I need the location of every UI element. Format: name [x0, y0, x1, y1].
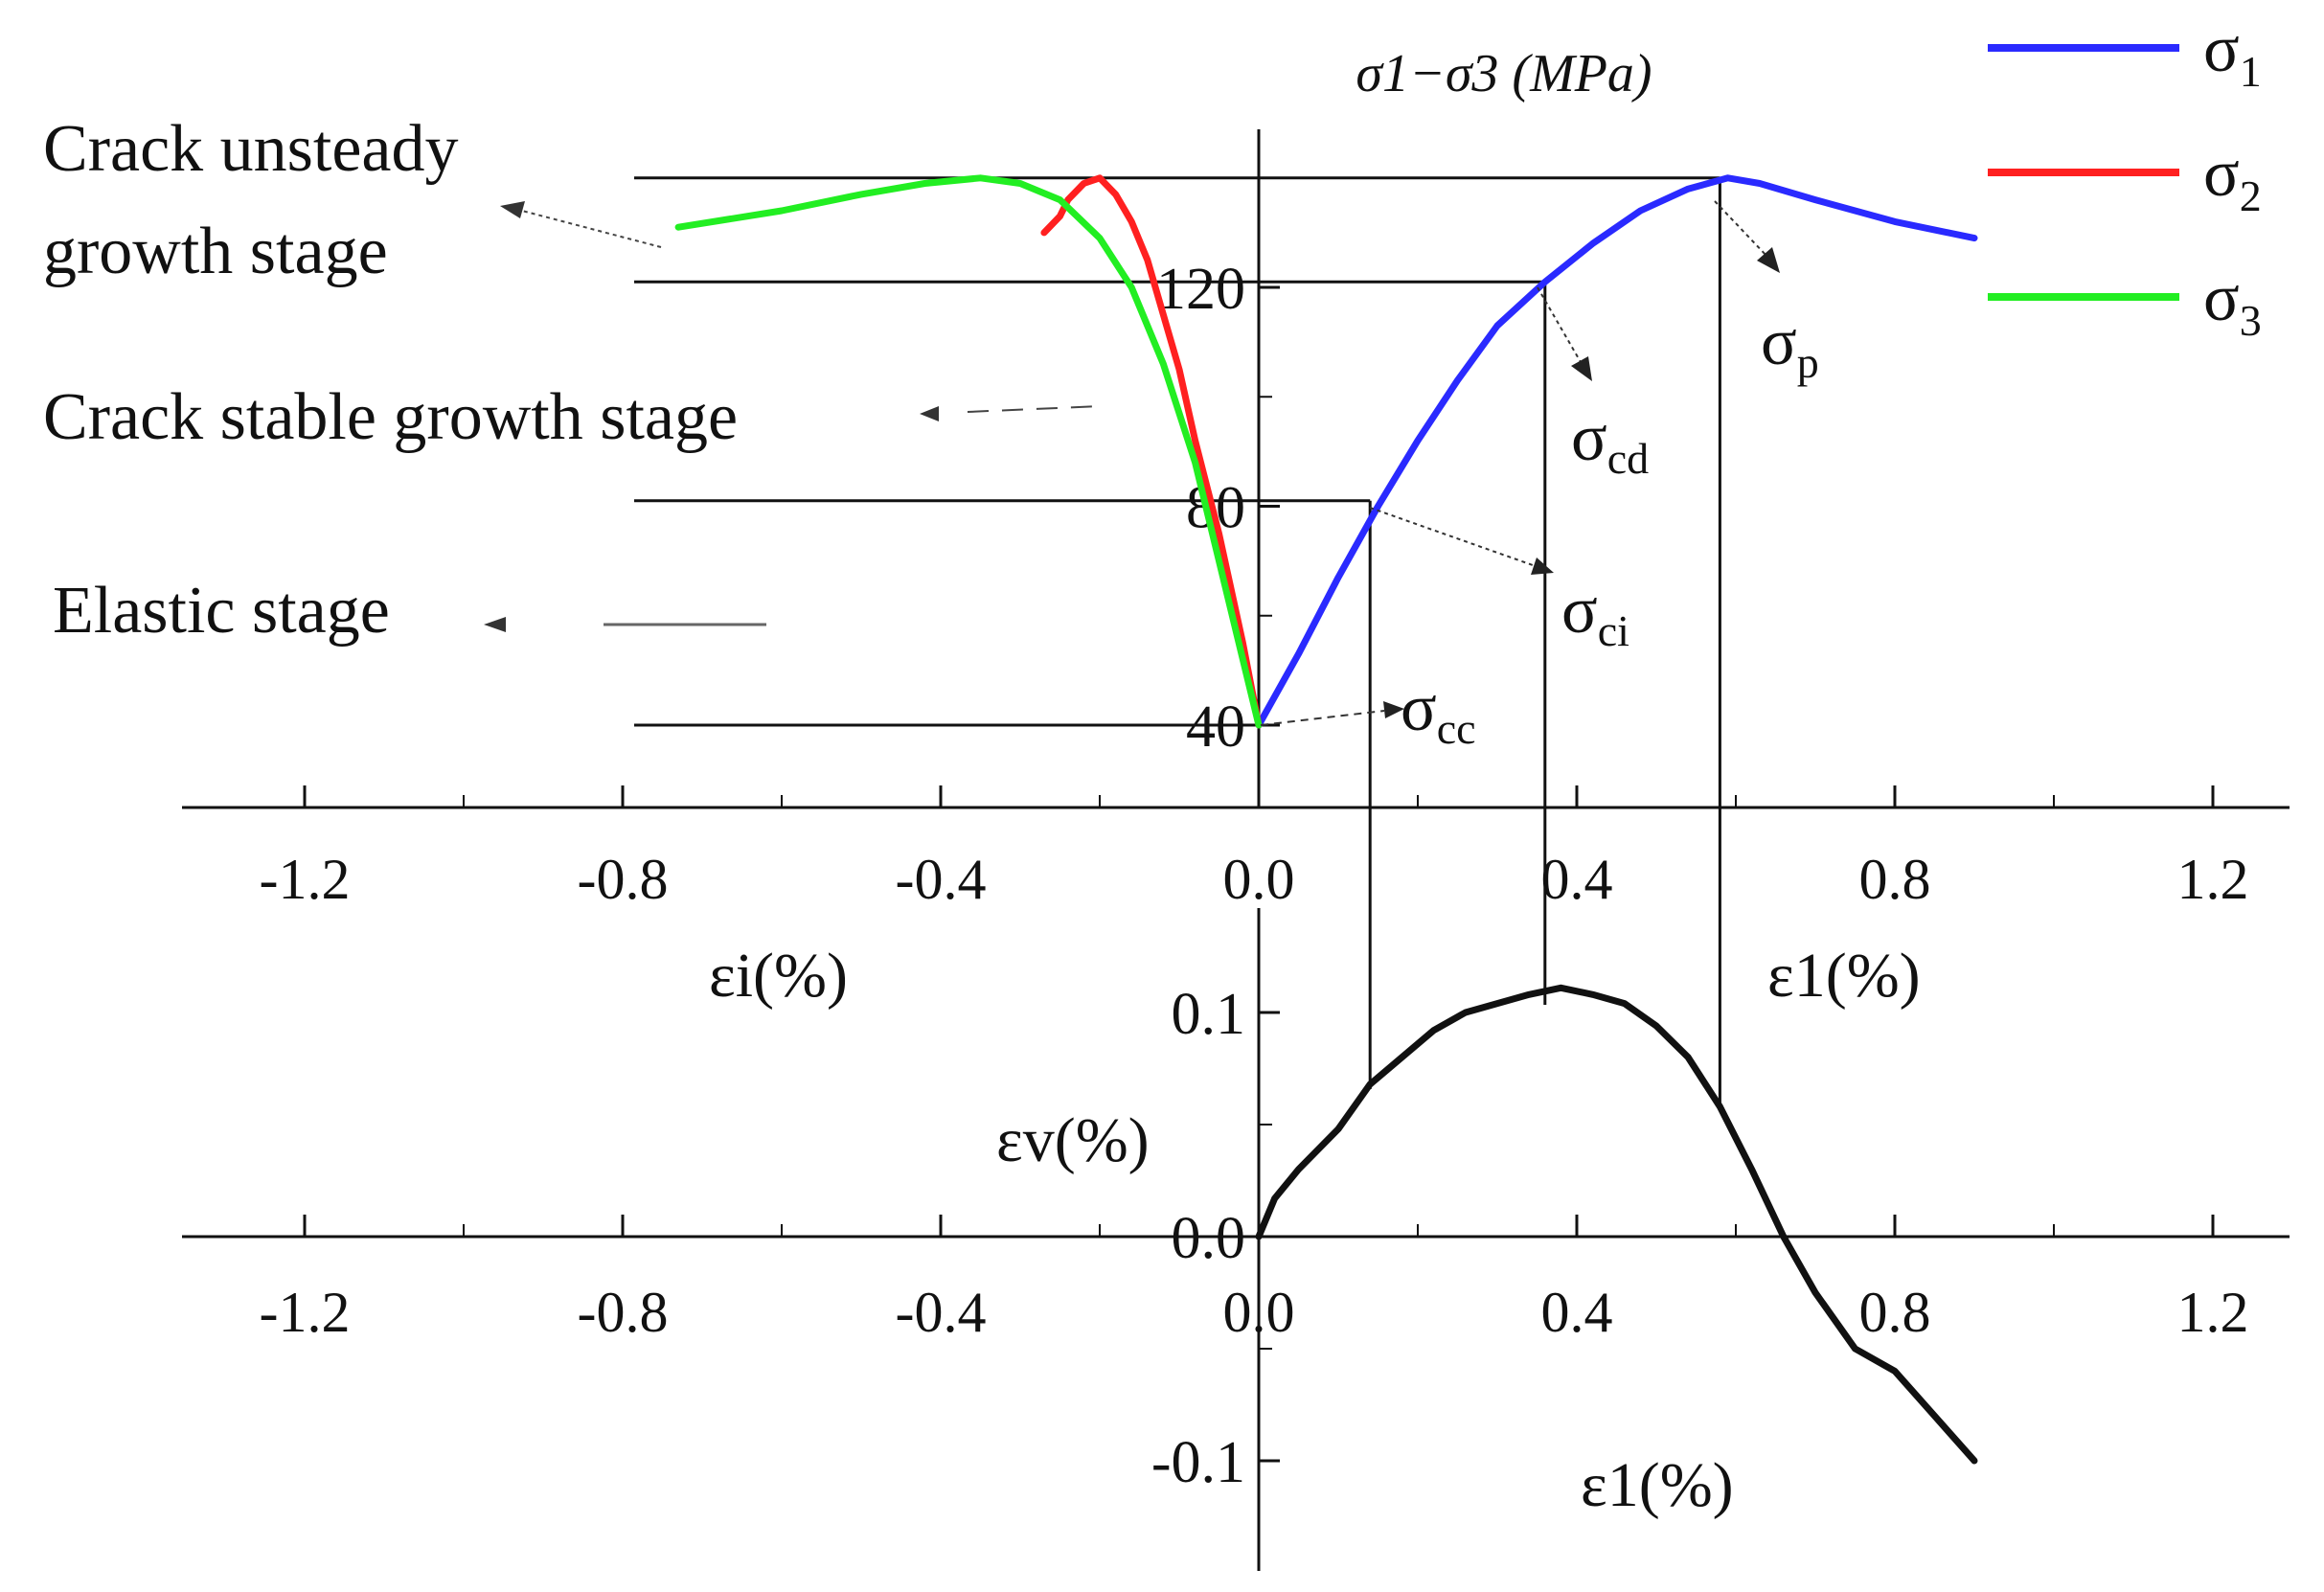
bottom-y-axis-label: εv(%) — [996, 1105, 1150, 1175]
bottom-x-tick-label-neg1p2: -1.2 — [260, 1281, 351, 1344]
bottom-x-axis-label: ε1(%) — [1581, 1450, 1734, 1520]
series-line-σ1 — [1255, 174, 1978, 729]
bottom-y-tick-label-0p1: 0.1 — [1172, 982, 1246, 1047]
unsteady-pointer-line — [521, 210, 662, 248]
top-x-tick-label-1p2: 1.2 — [2177, 848, 2249, 911]
sigma-p-arrow — [1757, 247, 1780, 273]
legend-label-sub: 2 — [2240, 171, 2262, 220]
threshold-label-sigma-ci: σci — [1561, 574, 1629, 655]
sigma-cc-pointer — [1260, 710, 1385, 726]
bottom-y-ticks — [1259, 1011, 1280, 1463]
threshold-label-sigma-cd-sub: cd — [1607, 434, 1649, 483]
top-y-ticks — [1259, 176, 1280, 727]
threshold-label-sigma-ci-sub: ci — [1598, 606, 1629, 655]
top-x-tick-label-0: 0.0 — [1223, 848, 1295, 911]
bottom-x-tick-label-0p4: 0.4 — [1541, 1281, 1613, 1344]
threshold-label-sigma-cc-sub: cc — [1437, 704, 1476, 753]
legend-label-sub: 1 — [2240, 47, 2262, 96]
sigma-cc-arrow — [1383, 701, 1404, 718]
top-x-tick-label-0p4: 0.4 — [1541, 848, 1613, 911]
stage-label-crack-unsteady-2: growth stage — [43, 215, 388, 288]
sigma-ci-arrow — [1531, 557, 1554, 575]
elastic-pointer-arrow — [484, 617, 506, 632]
threshold-label-sigma-p: σp — [1761, 306, 1819, 387]
bottom-x-tick-labels: -1.2 -0.8 -0.4 0.0 0.4 0.8 1.2 — [260, 1281, 2249, 1344]
top-x-tick-label-neg0p4: -0.4 — [896, 848, 987, 911]
top-x-ticks — [303, 785, 2215, 807]
sigma-cd-pointer — [1537, 286, 1582, 363]
bottom-x-tick-label-neg0p4: -0.4 — [896, 1281, 987, 1344]
bottom-x-tick-label-neg0p8: -0.8 — [578, 1281, 669, 1344]
series-line-σ3 — [674, 174, 1263, 729]
sigma-ci-pointer — [1369, 507, 1534, 566]
top-x-tick-label-0p8: 0.8 — [1859, 848, 1931, 911]
volumetric-strain-line-0 — [1255, 984, 1978, 1465]
bottom-y-tick-label-0: 0.0 — [1172, 1206, 1246, 1271]
sigma-cd-arrow — [1571, 356, 1592, 381]
legend-label-base: σ — [2203, 262, 2240, 335]
bottom-series — [1255, 984, 1978, 1465]
legend-label-base: σ — [2203, 12, 2240, 86]
top-x-tick-labels: -1.2 -0.8 -0.4 0.0 0.4 0.8 1.2 — [260, 848, 2249, 911]
threshold-label-sigma-cd: σcd — [1571, 401, 1649, 483]
stable-pointer-line — [967, 405, 1103, 413]
top-x-label-left: εi(%) — [709, 941, 848, 1011]
top-y-axis-label: σ1−σ3 (MPa) — [1356, 44, 1652, 103]
legend-label-σ3: σ3 — [2203, 262, 2262, 345]
legend-label-sub: 3 — [2240, 296, 2262, 345]
sigma-p-pointer — [1714, 200, 1768, 258]
top-x-tick-label-neg0p8: -0.8 — [578, 848, 669, 911]
bottom-x-tick-label-1p2: 1.2 — [2177, 1281, 2249, 1344]
threshold-guides — [634, 176, 1721, 1103]
stage-label-crack-unsteady-1: Crack unsteady — [43, 112, 458, 186]
bottom-x-tick-label-0p8: 0.8 — [1859, 1281, 1931, 1344]
top-x-label-right: ε1(%) — [1767, 941, 1921, 1011]
series-line-σ2 — [1040, 174, 1263, 729]
bottom-chart: -1.2 -0.8 -0.4 0.0 0.4 0.8 1.2 -0.1 0.0 0.1 εv(%… — [182, 908, 2290, 1571]
threshold-label-sigma-p-sub: p — [1797, 338, 1819, 387]
top-y-tick-label-40: 40 — [1186, 694, 1245, 760]
legend-label-base: σ — [2203, 137, 2240, 211]
bottom-y-tick-labels: -0.1 0.0 0.1 — [1151, 982, 1245, 1495]
bottom-x-tick-label-0: 0.0 — [1223, 1281, 1295, 1344]
threshold-label-sigma-cc: σcc — [1401, 671, 1476, 753]
bottom-y-tick-label-neg0p1: -0.1 — [1151, 1430, 1245, 1495]
stable-pointer-arrow — [920, 406, 939, 421]
legend-label-σ2: σ2 — [2203, 137, 2262, 220]
stage-label-elastic: Elastic stage — [53, 574, 390, 648]
top-y-tick-label-120: 120 — [1156, 257, 1245, 322]
legend-label-σ1: σ1 — [2203, 12, 2262, 96]
top-x-tick-label-neg1p2: -1.2 — [260, 848, 351, 911]
stage-label-crack-stable: Crack stable growth stage — [43, 380, 738, 454]
top-series — [674, 174, 1978, 729]
unsteady-pointer-arrow — [500, 201, 525, 218]
